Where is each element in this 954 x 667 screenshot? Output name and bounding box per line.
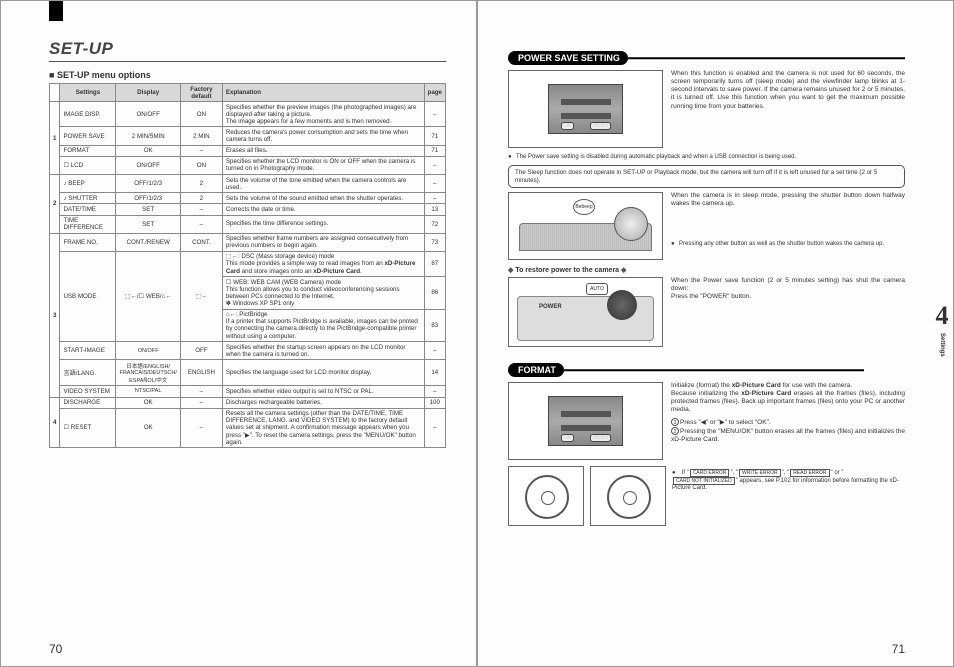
th-default: Factory default [180,84,222,102]
subhead-text: SET-UP menu options [57,70,151,80]
power-label: POWER [539,304,562,310]
power-save-note: ●The Power save setting is disabled duri… [508,154,905,161]
sleep-illustration: Bebeep [508,192,663,260]
section-title: SET-UP [49,39,446,59]
side-tab: 4 Settings [931,301,953,359]
chapter-label: Settings [939,333,945,357]
restore-heading: ◆ To restore power to the camera ◆ [508,266,905,274]
power-save-illustration: OKMENU [508,70,663,148]
sleep-note: ●Pressing any other button as well as th… [671,241,905,248]
format-lcd-illustration: OKMENU [508,382,663,460]
sleep-text: When the camera is in sleep mode, pressi… [671,192,905,208]
dial-illustration-2 [590,466,666,526]
th-explanation: Explanation [222,84,424,102]
restore-illustration: POWER AUTO [508,277,663,347]
chapter-number: 4 [931,301,953,331]
dial-illustration-1 [508,466,584,526]
err-write: WRITE ERROR [739,469,781,477]
rule [49,61,446,62]
header-tab [49,1,63,21]
err-read: READ ERROR [790,469,829,477]
err-init: CARD NOT INITIALIZED [673,477,735,485]
restore-text: When the Power save function (2 or 5 min… [671,277,905,347]
format-text-col: Initialize (format) the xD-Picture Card … [671,382,905,460]
mode-label: AUTO [586,283,608,295]
page-number: 71 [892,642,905,656]
page-71: POWER SAVE SETTING OKMENU When this func… [477,0,954,667]
th-page: page [424,84,445,102]
sleep-note-text: Pressing any other button as well as the… [679,241,884,247]
err-card: CARD ERROR [690,469,730,477]
page-number: 70 [49,642,62,656]
power-save-heading: POWER SAVE SETTING [508,51,628,65]
format-step-1: Press "◀" or "▶" to select "OK". [680,419,771,426]
sleep-info-box: The Sleep function does not operate in S… [508,165,905,188]
format-heading: FORMAT [508,363,564,377]
menu-options-heading: ■ SET-UP menu options [49,70,446,80]
format-step-2: Pressing the "MENU/OK" button erases all… [671,428,905,443]
th-display: Display [116,84,180,102]
restore-title-text: To restore power to the camera [515,267,619,274]
page-70: SET-UP ■ SET-UP menu options Settings Di… [0,0,477,667]
format-error-note: ● If "CARD ERROR", "WRITE ERROR", "READ … [672,469,905,523]
th-settings: Settings [60,84,116,102]
power-save-text: When this function is enabled and the ca… [671,70,905,148]
setup-table: Settings Display Factory default Explana… [49,83,446,448]
beep-bubble: Bebeep [573,199,595,215]
note-text: The Power save setting is disabled durin… [516,154,796,160]
